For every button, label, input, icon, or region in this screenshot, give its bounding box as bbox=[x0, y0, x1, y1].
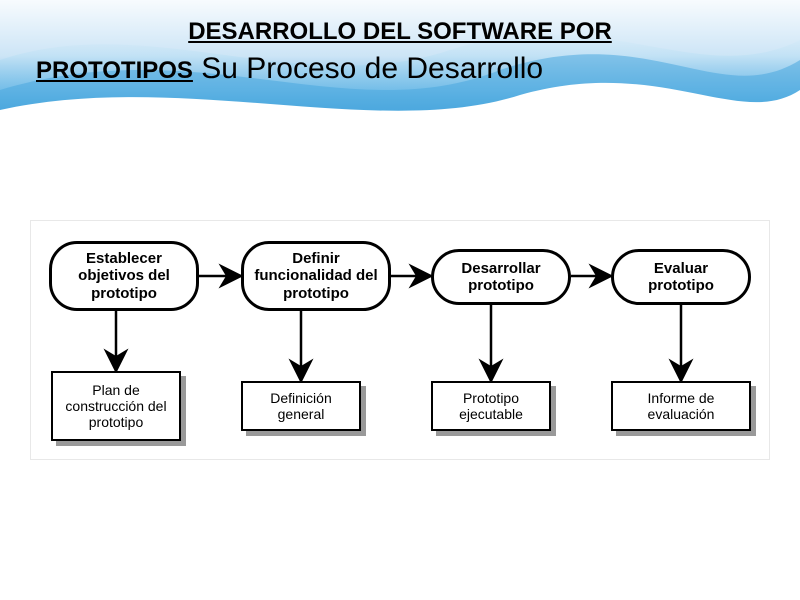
process-flowchart: Establecer objetivos del prototipo Defini… bbox=[30, 220, 770, 460]
output-node: Informe de evaluación bbox=[611, 381, 751, 431]
stage-node: Establecer objetivos del prototipo bbox=[49, 241, 199, 311]
stage-node: Definir funcionalidad del prototipo bbox=[241, 241, 391, 311]
stage-node: Evaluar prototipo bbox=[611, 249, 751, 305]
title-line-2: PROTOTIPOS Su Proceso de Desarrollo bbox=[30, 52, 770, 86]
header-banner: DESARROLLO DEL SOFTWARE POR PROTOTIPOS S… bbox=[0, 0, 800, 140]
output-node: Plan de construcción del prototipo bbox=[51, 371, 181, 441]
title-block: DESARROLLO DEL SOFTWARE POR PROTOTIPOS S… bbox=[0, 0, 800, 86]
title-rest: Su Proceso de Desarrollo bbox=[193, 52, 543, 85]
title-line-1: DESARROLLO DEL SOFTWARE POR bbox=[30, 18, 770, 46]
title-prototipos: PROTOTIPOS bbox=[36, 57, 193, 84]
output-node: Definición general bbox=[241, 381, 361, 431]
stage-node: Desarrollar prototipo bbox=[431, 249, 571, 305]
output-node: Prototipo ejecutable bbox=[431, 381, 551, 431]
